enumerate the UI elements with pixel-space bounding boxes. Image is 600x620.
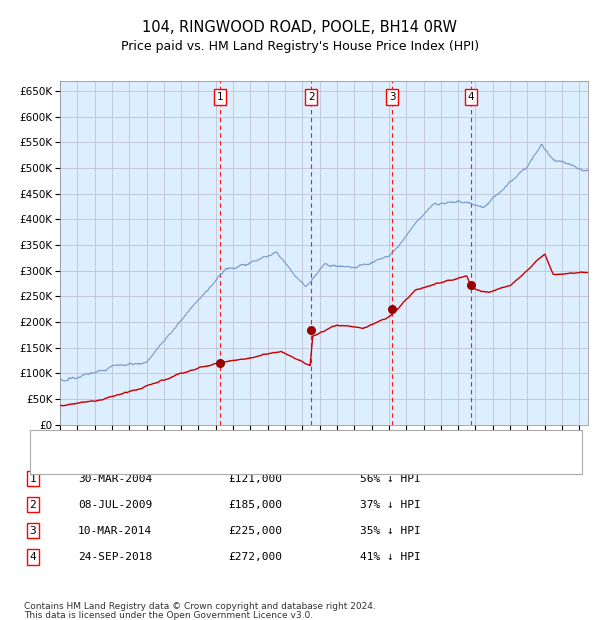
Text: 3: 3 (29, 526, 37, 536)
Text: 35% ↓ HPI: 35% ↓ HPI (360, 526, 421, 536)
Text: 104, RINGWOOD ROAD, POOLE, BH14 0RW: 104, RINGWOOD ROAD, POOLE, BH14 0RW (143, 20, 458, 35)
Text: 4: 4 (29, 552, 37, 562)
Text: 37% ↓ HPI: 37% ↓ HPI (360, 500, 421, 510)
Text: £272,000: £272,000 (228, 552, 282, 562)
Text: 24-SEP-2018: 24-SEP-2018 (78, 552, 152, 562)
Text: This data is licensed under the Open Government Licence v3.0.: This data is licensed under the Open Gov… (24, 611, 313, 619)
Text: 1: 1 (29, 474, 37, 484)
Text: £121,000: £121,000 (228, 474, 282, 484)
Text: £225,000: £225,000 (228, 526, 282, 536)
Text: 41% ↓ HPI: 41% ↓ HPI (360, 552, 421, 562)
Text: 1: 1 (217, 92, 223, 102)
Text: 104, RINGWOOD ROAD, POOLE, BH14 0RW (detached house): 104, RINGWOOD ROAD, POOLE, BH14 0RW (det… (78, 437, 397, 447)
Text: 2: 2 (29, 500, 37, 510)
Text: 56% ↓ HPI: 56% ↓ HPI (360, 474, 421, 484)
Text: Price paid vs. HM Land Registry's House Price Index (HPI): Price paid vs. HM Land Registry's House … (121, 40, 479, 53)
Text: 4: 4 (467, 92, 474, 102)
Text: 3: 3 (389, 92, 395, 102)
Text: 2: 2 (308, 92, 314, 102)
Text: 30-MAR-2004: 30-MAR-2004 (78, 474, 152, 484)
Text: £185,000: £185,000 (228, 500, 282, 510)
Text: Contains HM Land Registry data © Crown copyright and database right 2024.: Contains HM Land Registry data © Crown c… (24, 602, 376, 611)
Text: 10-MAR-2014: 10-MAR-2014 (78, 526, 152, 536)
Text: 08-JUL-2009: 08-JUL-2009 (78, 500, 152, 510)
Text: HPI: Average price, detached house, Bournemouth Christchurch and Poole: HPI: Average price, detached house, Bour… (78, 458, 466, 468)
